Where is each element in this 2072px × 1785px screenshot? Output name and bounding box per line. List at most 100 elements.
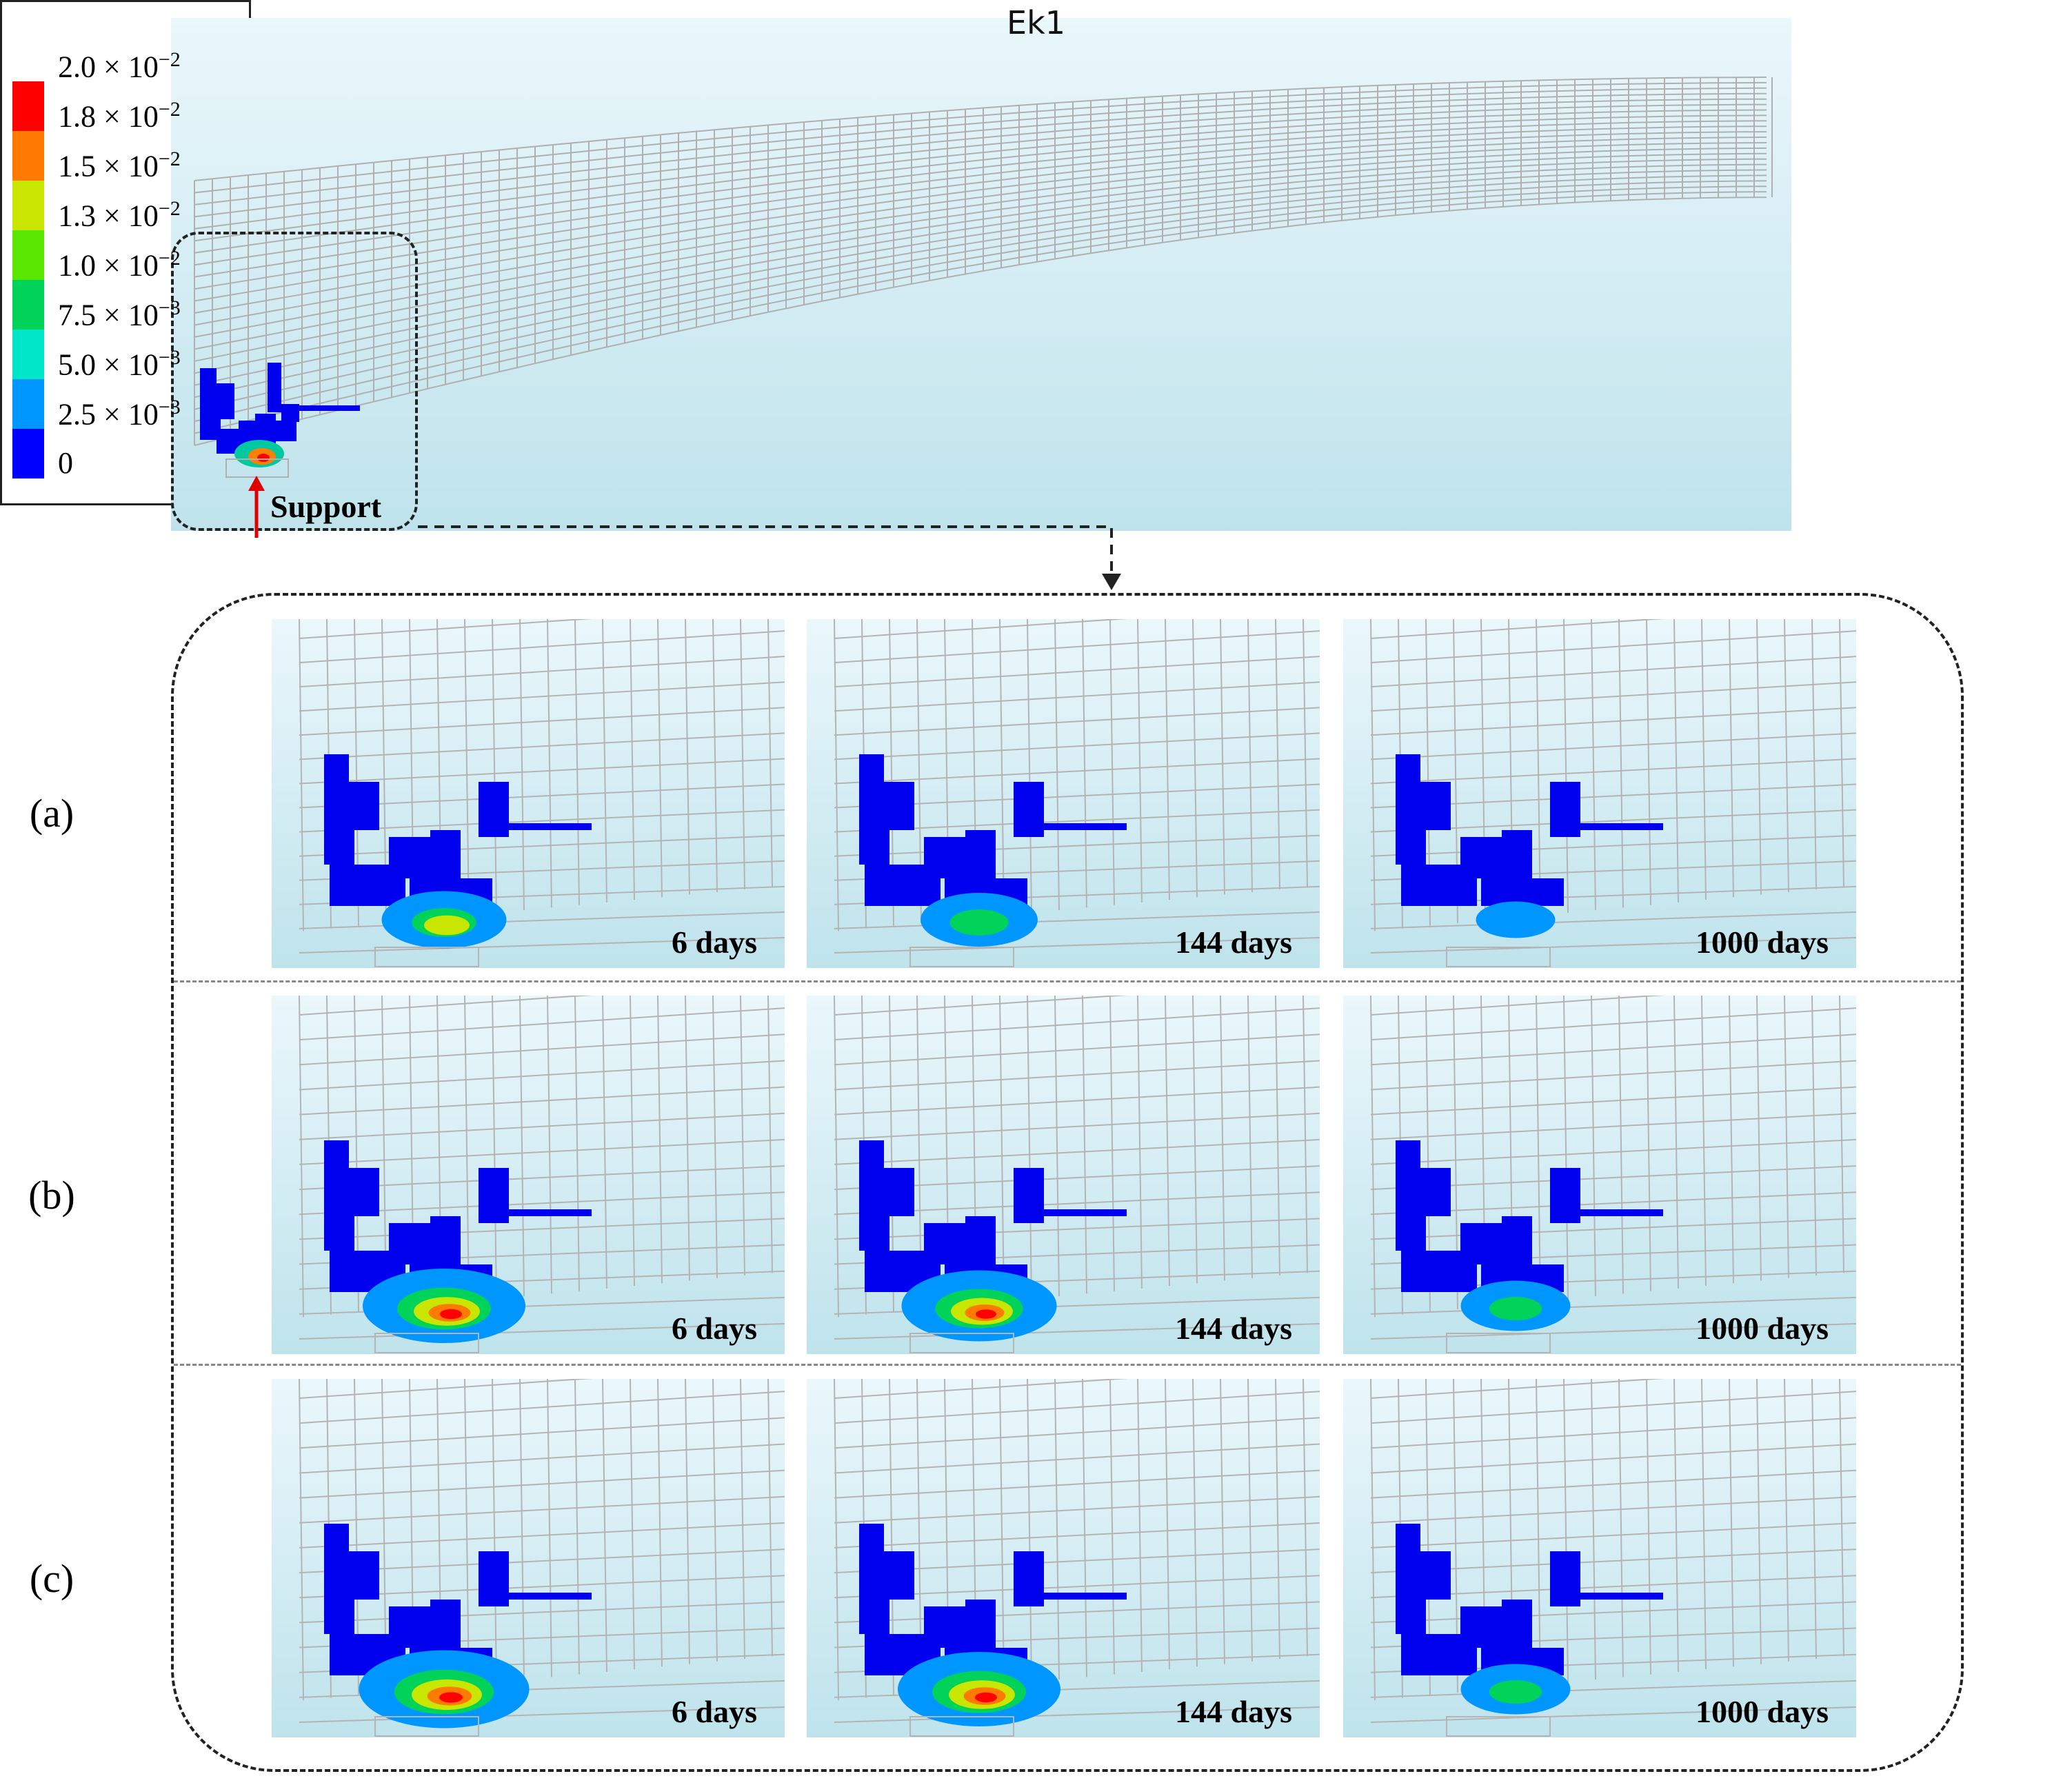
mesh-longitudinal-line <box>1370 707 1856 736</box>
damage-contour <box>1489 1296 1542 1321</box>
mesh-vertical-line <box>1646 1379 1651 1675</box>
damage-element <box>1396 1140 1420 1196</box>
mesh-vertical-line <box>630 996 635 1287</box>
legend-title: Ek1 <box>1007 4 1065 41</box>
mesh-vertical-line <box>999 619 1005 916</box>
mesh-longitudinal-line <box>1370 1165 1856 1191</box>
mesh-vertical-line <box>1646 996 1651 1291</box>
detail-panel <box>272 1379 785 1737</box>
mesh-vertical-line <box>547 619 552 908</box>
mesh-vertical-line <box>1839 1379 1844 1657</box>
mesh-longitudinal-line <box>834 1191 1320 1216</box>
mesh-longitudinal-line <box>299 937 785 954</box>
legend-swatch <box>12 330 44 379</box>
mesh-longitudinal-line <box>834 1138 1320 1165</box>
mesh-vertical-line <box>1192 1379 1198 1667</box>
mesh-vertical-line <box>1220 996 1225 1281</box>
detail-panel <box>807 1379 1320 1737</box>
mesh-longitudinal-line <box>299 1086 785 1116</box>
mesh-longitudinal-line <box>1370 1469 1856 1499</box>
damage-element <box>965 830 996 878</box>
damage-element <box>200 368 217 410</box>
mesh-lines <box>299 996 785 1340</box>
mesh-vertical-line <box>602 996 607 1289</box>
detail-panel <box>272 619 785 968</box>
mesh-longitudinal-line <box>834 1706 1320 1723</box>
mesh-vertical-line <box>574 619 580 905</box>
mesh-vertical-line <box>834 619 839 931</box>
mesh-longitudinal-line <box>834 1165 1320 1191</box>
legend-swatch <box>12 131 44 181</box>
mesh-longitudinal-line <box>299 656 785 688</box>
mesh-vertical-line <box>1756 1379 1762 1664</box>
damage-element <box>965 1600 996 1648</box>
leader-arrow-icon <box>1102 574 1121 590</box>
mesh-longitudinal-line <box>834 911 1320 929</box>
mesh-longitudinal-line <box>834 619 1128 639</box>
mesh-longitudinal-line <box>834 809 1320 833</box>
mesh-longitudinal-line <box>834 1469 1320 1499</box>
mesh-vertical-line <box>630 619 635 900</box>
damage-element <box>859 1524 884 1579</box>
mesh-vertical-line <box>464 996 470 1302</box>
mesh-longitudinal-line <box>194 147 1767 338</box>
mesh-longitudinal-line <box>194 87 1767 205</box>
damage-element <box>1396 754 1420 809</box>
damage-element <box>349 1551 379 1600</box>
mesh-longitudinal-line <box>1370 1680 1856 1698</box>
mesh-longitudinal-line <box>299 1469 785 1499</box>
bearing-plate <box>1446 1333 1551 1353</box>
mesh-longitudinal-line <box>299 1138 785 1165</box>
mesh-vertical-line <box>1302 1379 1308 1657</box>
mesh-vertical-line <box>1109 619 1115 905</box>
mesh-longitudinal-line <box>299 1218 785 1240</box>
mesh-longitudinal-line <box>834 937 1320 954</box>
mesh-longitudinal-line <box>299 1033 785 1066</box>
mesh-longitudinal-line <box>1370 1060 1856 1091</box>
legend-swatch <box>12 379 44 429</box>
mesh-longitudinal-line <box>299 996 593 1016</box>
mesh-longitudinal-line <box>299 707 785 736</box>
damage-element <box>1044 1209 1127 1216</box>
damage-zone <box>1396 1524 1663 1715</box>
mesh-longitudinal-line <box>1370 1191 1856 1216</box>
mesh-longitudinal-line <box>834 1112 1320 1140</box>
mesh-longitudinal-line <box>194 174 1767 399</box>
mesh-vertical-line <box>1027 1379 1032 1682</box>
damage-element <box>1481 878 1564 906</box>
mesh-vertical-line <box>602 619 607 902</box>
mesh-longitudinal-line <box>1370 1218 1856 1240</box>
detail-panel <box>272 996 785 1354</box>
legend-swatch <box>12 230 44 280</box>
mesh-longitudinal-line <box>194 81 1767 194</box>
mesh-longitudinal-line <box>834 1060 1320 1091</box>
time-label: 144 days <box>1175 1694 1292 1729</box>
mesh-vertical-line <box>1618 1379 1624 1677</box>
damage-contour <box>1489 1680 1542 1704</box>
mesh-vertical-line <box>1302 996 1308 1273</box>
damage-element <box>924 1606 965 1648</box>
mesh-vertical-line <box>767 1379 773 1657</box>
mesh-vertical-line <box>519 619 525 911</box>
damage-element <box>479 1168 509 1223</box>
mesh-vertical-line <box>492 619 497 913</box>
mesh-vertical-line <box>1756 996 1762 1281</box>
mesh-vertical-line <box>1137 996 1143 1289</box>
mesh-vertical-line <box>740 1379 745 1660</box>
damage-element <box>884 1551 914 1600</box>
mesh-longitudinal-line <box>1370 656 1856 688</box>
mesh-longitudinal-line <box>299 1391 785 1424</box>
mesh-longitudinal-line <box>834 1007 1320 1041</box>
time-label: 6 days <box>672 1694 757 1729</box>
mesh-vertical-line <box>1563 996 1569 1299</box>
beam-mesh <box>194 77 1773 478</box>
legend-label: 0 <box>58 446 73 480</box>
mesh-vertical-line <box>740 996 745 1276</box>
mesh-vertical-line <box>299 1379 304 1701</box>
mesh-longitudinal-line <box>834 630 1320 664</box>
mesh-vertical-line <box>1370 619 1376 931</box>
damage-zone <box>859 754 1127 947</box>
bearing-plate <box>1446 947 1551 967</box>
mesh-longitudinal-line <box>1370 1007 1856 1041</box>
detail-mesh <box>1370 1379 1856 1737</box>
